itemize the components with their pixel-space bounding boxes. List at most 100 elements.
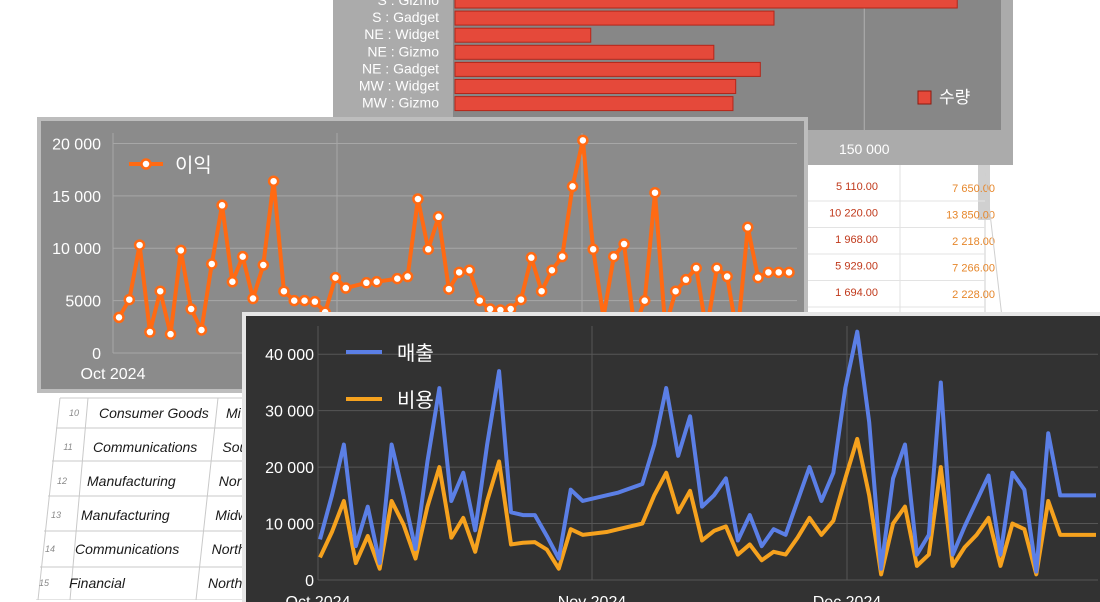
profit-data-point	[257, 259, 270, 271]
profit-data-point	[566, 180, 579, 193]
bar	[454, 27, 592, 43]
profit-data-point	[391, 272, 404, 285]
sheet-profit-cell: 10 220.00	[829, 208, 878, 220]
profit-data-point	[195, 324, 208, 336]
sheet-cell-sector: Manufacturing	[87, 473, 176, 489]
profit-data-point	[278, 285, 290, 297]
profit-data-point	[422, 243, 434, 256]
profit-legend-label: 이익	[175, 153, 212, 177]
profit-data-point	[236, 250, 249, 263]
sales-cost-line-chart: 0 10 000 20 000 30 000 40 000 Oct 2024 Nov 202…	[265, 326, 1098, 602]
bar-category-label: S : Gizmo	[378, 0, 440, 8]
sheet-cost-cell: 2 228.00	[952, 289, 995, 301]
bar	[454, 61, 761, 77]
bar-legend-swatch	[917, 90, 932, 105]
sheet-profit-cell: 1 968.00	[835, 234, 878, 246]
sales-series-line	[318, 329, 1096, 574]
sheet-row-number: 10	[69, 408, 79, 418]
profit-data-point	[443, 283, 455, 295]
sales-x-tick-label: Nov 2024	[558, 594, 627, 602]
sheet-row-number: 14	[45, 544, 55, 554]
profit-data-point	[577, 134, 589, 147]
sheet-cell-region: Nor	[219, 473, 243, 489]
sales-legend-label: 매출	[397, 341, 434, 365]
profit-data-point	[453, 266, 465, 279]
profit-data-point	[762, 266, 775, 279]
profit-data-point	[154, 285, 166, 297]
sheet-row-number: 15	[39, 578, 50, 588]
profit-data-point	[711, 262, 723, 274]
profit-data-point	[133, 239, 146, 251]
profit-data-point	[360, 277, 373, 289]
sales-y-tick-label: 20 000	[265, 460, 314, 477]
bar-category-label: NE : Gadget	[362, 60, 439, 76]
profit-data-point	[525, 251, 538, 264]
sheet-cell-sector: Communications	[93, 439, 197, 455]
profit-data-point	[618, 238, 630, 250]
bar	[454, 79, 737, 94]
cost-series-line	[318, 436, 1096, 577]
profit-series-line	[117, 138, 789, 339]
bar-category-label: MW : Widget	[359, 78, 439, 94]
profit-y-tick-label: 0	[92, 346, 101, 363]
profit-data-point	[226, 276, 239, 288]
profit-y-tick-label: 5000	[65, 294, 101, 311]
bar-category-label: MW : Gizmo	[362, 95, 439, 111]
profit-data-point	[432, 211, 445, 223]
profit-data-point	[247, 292, 259, 305]
profit-x-tick-label: Oct 2024	[81, 366, 146, 383]
sheet-grid-line	[37, 397, 61, 600]
profit-data-point	[216, 199, 228, 212]
sales-x-tick-label: Oct 2024	[286, 594, 351, 602]
profit-data-point	[309, 295, 321, 308]
profit-data-point	[638, 294, 651, 307]
bar-category-label: NE : Gizmo	[367, 43, 439, 59]
sheet-profit-cell: 5 929.00	[835, 261, 878, 273]
sheet-profit-cell: 5 110.00	[836, 181, 878, 193]
profit-data-point	[288, 294, 300, 307]
sheet-row-number: 12	[57, 476, 67, 486]
profit-legend-marker	[140, 158, 152, 170]
bar-category-label: NE : Widget	[364, 26, 439, 42]
profit-data-point	[649, 186, 661, 199]
sales-y-tick-label: 30 000	[265, 404, 314, 421]
sheet-cell-sector: Communications	[75, 541, 179, 557]
profit-data-point	[340, 282, 352, 294]
sheet-grid-line	[69, 397, 89, 600]
profit-data-point	[474, 294, 486, 307]
profit-data-point	[185, 303, 197, 315]
sales-y-tick-label: 10 000	[265, 517, 314, 534]
profit-data-point	[144, 326, 156, 338]
profit-data-point	[175, 244, 187, 257]
sheet-profit-cell: 1 694.00	[835, 287, 878, 299]
sales-y-tick-label: 0	[305, 573, 314, 590]
profit-data-point	[546, 264, 558, 276]
bar	[454, 0, 958, 9]
profit-data-point	[463, 264, 476, 276]
sheet-cell-region: Mi	[226, 405, 242, 421]
profit-data-point	[772, 266, 785, 279]
bar	[454, 44, 715, 60]
profit-data-point	[587, 243, 599, 256]
profit-data-point	[401, 270, 414, 283]
sales-x-tick-label: Dec 2024	[813, 594, 882, 602]
profit-data-point	[535, 285, 548, 297]
profit-data-point	[783, 266, 795, 279]
profit-data-point	[370, 276, 383, 288]
profit-data-point	[206, 258, 218, 270]
bar	[454, 10, 775, 26]
profit-data-point	[690, 262, 702, 274]
profit-y-tick-label: 15 000	[52, 189, 101, 206]
sheet-row-number: 11	[63, 442, 72, 452]
profit-data-point	[298, 294, 311, 307]
profit-data-point	[329, 271, 342, 284]
profit-data-point	[412, 193, 424, 205]
profit-data-point	[721, 270, 733, 283]
sheet-cost-cell: 7 650.00	[952, 183, 995, 195]
profit-data-point	[752, 271, 764, 284]
profit-y-tick-label: 20 000	[52, 136, 101, 153]
bar-legend-label: 수량	[939, 88, 971, 108]
profit-data-point	[123, 293, 136, 306]
